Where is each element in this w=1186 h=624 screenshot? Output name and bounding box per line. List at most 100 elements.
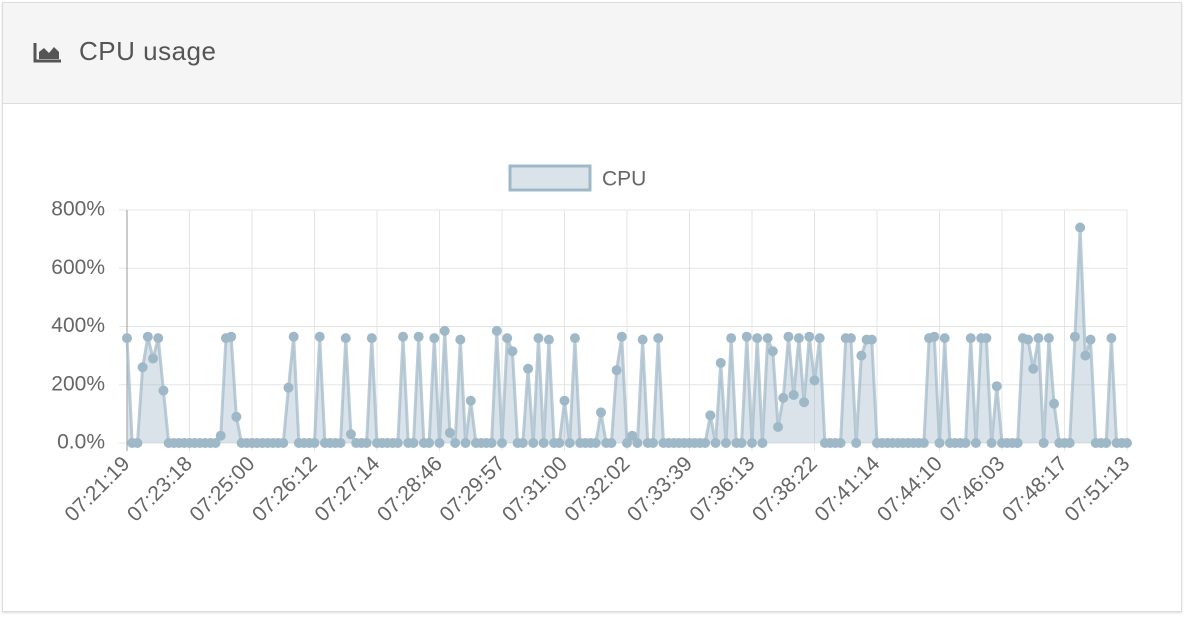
x-tick-label: 07:26:12 [248,452,322,526]
point [424,438,435,448]
y-tick-label: 800% [51,198,105,221]
x-tick-label: 07:41:14 [810,452,884,526]
x-tick-label: 07:27:14 [310,452,384,526]
point [283,382,294,393]
point [278,438,289,448]
point [970,438,981,448]
point [543,334,554,345]
point [783,331,794,342]
point [622,438,632,448]
point [741,331,752,342]
x-tick-label: 07:51:13 [1060,452,1134,526]
point [1122,438,1132,448]
x-tick-label: 07:32:02 [560,452,634,526]
area-fill [127,227,1127,443]
point [648,438,659,448]
point [616,331,627,342]
x-tick-label: 07:48:17 [998,452,1072,526]
point [757,438,768,448]
point [1049,398,1060,409]
point [814,333,825,344]
point [793,333,804,344]
point [158,385,169,396]
point [986,438,997,448]
point [153,333,164,344]
point [398,331,409,342]
point [309,438,320,448]
point [939,333,950,344]
point [345,429,356,440]
x-tick-label: 07:33:39 [623,452,697,526]
point [132,438,143,448]
point [538,438,549,448]
panel: CPU usage [2,2,1182,612]
panel-title: CPU usage [79,36,217,66]
y-tick-label: 600% [51,256,105,279]
point [851,438,862,448]
x-tick-label: 07:21:19 [60,452,134,526]
area-chart-icon [33,43,61,63]
point [1101,438,1112,448]
point [314,331,325,342]
point [429,333,440,344]
point [148,353,159,364]
point [288,331,299,342]
point [122,333,132,344]
x-tick-label: 07:31:00 [498,452,572,526]
point [507,346,518,357]
point [517,438,528,448]
point [1012,438,1023,448]
point [502,333,513,344]
point [804,331,815,342]
point [413,331,424,342]
point [809,375,820,386]
point [1069,331,1080,342]
point [845,333,856,344]
point [934,438,945,448]
point [528,438,539,448]
legend-swatch [508,164,592,192]
point [1064,438,1075,448]
point [226,331,237,342]
point [439,325,450,336]
point [486,438,497,448]
point [1085,334,1096,345]
point [788,389,799,400]
point [752,333,763,344]
y-tick-label: 0.0% [57,431,105,454]
point [1038,438,1049,448]
point [799,397,810,408]
point [497,438,507,448]
point [533,333,544,344]
point [653,333,664,344]
point [392,438,403,448]
point [434,438,445,448]
point [929,331,940,342]
point [1033,333,1044,344]
point [715,357,726,368]
point [767,346,778,357]
point [637,334,648,345]
point [632,438,643,448]
point [866,334,877,345]
point [778,392,789,403]
point [137,362,148,373]
x-tick-label: 07:38:22 [748,452,822,526]
point [523,363,534,374]
point [1028,363,1039,374]
point [564,438,575,448]
point [773,421,784,432]
point [918,438,929,448]
point [340,333,351,344]
point [965,333,976,344]
point [366,333,377,344]
point [569,333,580,344]
y-tick-label: 200% [51,372,105,395]
x-tick-label: 07:28:46 [373,452,447,526]
point [231,411,242,422]
point [444,427,455,438]
point [726,333,737,344]
point [559,395,570,406]
point [747,438,757,448]
